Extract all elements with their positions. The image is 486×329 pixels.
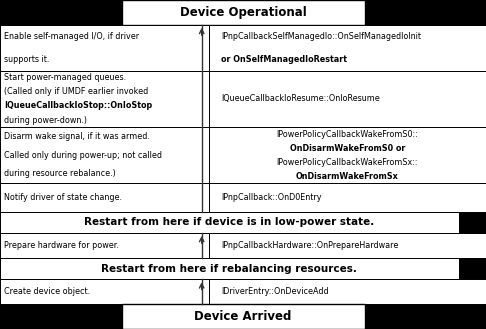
Text: Start power-managed queues.: Start power-managed queues. <box>4 73 126 82</box>
Bar <box>0 183 209 212</box>
Text: OnDisarmWakeFromSx: OnDisarmWakeFromSx <box>296 172 399 181</box>
Text: Create device object.: Create device object. <box>4 287 90 296</box>
Text: Device Operational: Device Operational <box>180 6 306 19</box>
Text: OnDisarmWakeFromS0 or: OnDisarmWakeFromS0 or <box>290 144 405 153</box>
Bar <box>0 71 209 127</box>
Text: IQueueCallbackIoResume::OnIoResume: IQueueCallbackIoResume::OnIoResume <box>221 94 380 103</box>
Bar <box>0 25 209 71</box>
Text: supports it.: supports it. <box>4 55 49 64</box>
Text: Restart from here if rebalancing resources.: Restart from here if rebalancing resourc… <box>102 264 357 273</box>
Text: IDriverEntry::OnDeviceAdd: IDriverEntry::OnDeviceAdd <box>221 287 329 296</box>
Text: IPnpCallbackHardware::OnPrepareHardware: IPnpCallbackHardware::OnPrepareHardware <box>221 241 399 250</box>
Text: IPowerPolicyCallbackWakeFromSx::: IPowerPolicyCallbackWakeFromSx:: <box>277 158 418 167</box>
Bar <box>0 258 459 279</box>
Text: IPnpCallback::OnD0Entry: IPnpCallback::OnD0Entry <box>221 193 322 202</box>
Bar <box>209 25 486 71</box>
Text: IPowerPolicyCallbackWakeFromS0::: IPowerPolicyCallbackWakeFromS0:: <box>277 130 418 139</box>
Bar <box>209 183 486 212</box>
Bar <box>209 279 486 304</box>
Bar <box>0 127 209 183</box>
Bar <box>122 304 364 329</box>
Text: during resource rebalance.): during resource rebalance.) <box>4 169 116 178</box>
Text: Prepare hardware for power.: Prepare hardware for power. <box>4 241 119 250</box>
Text: Restart from here if device is in low-power state.: Restart from here if device is in low-po… <box>84 217 375 227</box>
Text: IPnpCallbackSelfManagedIo::OnSelfManagedIoInit: IPnpCallbackSelfManagedIo::OnSelfManaged… <box>221 32 421 41</box>
Bar <box>0 233 209 258</box>
Text: during power-down.): during power-down.) <box>4 115 87 124</box>
Bar <box>0 279 209 304</box>
Text: Disarm wake signal, if it was armed.: Disarm wake signal, if it was armed. <box>4 132 150 141</box>
Text: Notify driver of state change.: Notify driver of state change. <box>4 193 122 202</box>
Bar <box>209 71 486 127</box>
Text: Called only during power-up; not called: Called only during power-up; not called <box>4 151 162 160</box>
Text: or OnSelfManagedIoRestart: or OnSelfManagedIoRestart <box>221 55 347 64</box>
Text: Enable self-managed I/O, if driver: Enable self-managed I/O, if driver <box>4 32 139 41</box>
Bar <box>122 0 364 25</box>
Text: (Called only if UMDF earlier invoked: (Called only if UMDF earlier invoked <box>4 88 148 96</box>
Bar <box>209 127 486 183</box>
Bar <box>209 233 486 258</box>
Text: IQueueCallbackIoStop::OnIoStop: IQueueCallbackIoStop::OnIoStop <box>4 101 152 111</box>
Bar <box>0 212 459 233</box>
Text: Device Arrived: Device Arrived <box>194 310 292 323</box>
